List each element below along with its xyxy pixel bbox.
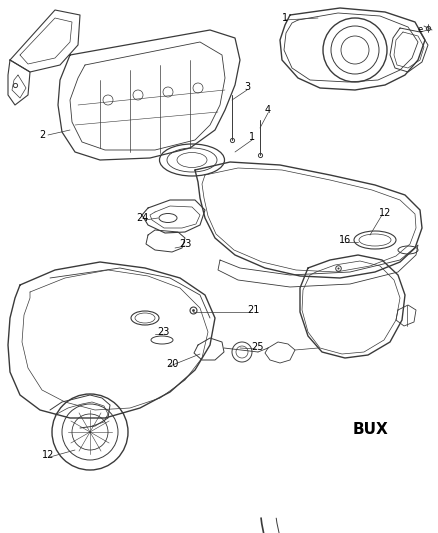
Text: 20: 20 <box>166 359 178 369</box>
Text: 3: 3 <box>244 82 250 92</box>
Text: BUX: BUX <box>352 423 388 438</box>
Text: e: e <box>417 26 423 35</box>
Text: 23: 23 <box>179 239 191 249</box>
Text: 4: 4 <box>265 105 271 115</box>
Text: 16: 16 <box>339 235 351 245</box>
Text: 23: 23 <box>157 327 169 337</box>
Text: 24: 24 <box>136 213 148 223</box>
Text: 1: 1 <box>282 13 288 23</box>
Text: 2: 2 <box>39 130 45 140</box>
Text: 25: 25 <box>252 342 264 352</box>
Text: 12: 12 <box>42 450 54 460</box>
Text: 21: 21 <box>247 305 259 315</box>
Text: 12: 12 <box>379 208 391 218</box>
Text: 1: 1 <box>249 132 255 142</box>
